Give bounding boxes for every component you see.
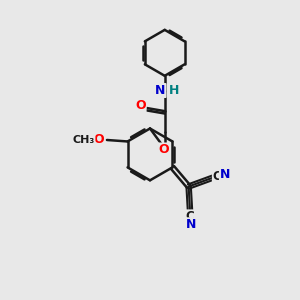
Text: N: N xyxy=(185,218,196,231)
Text: C: C xyxy=(213,170,222,183)
Text: C: C xyxy=(186,210,194,223)
Text: H: H xyxy=(169,84,179,97)
Text: N: N xyxy=(155,84,166,97)
Text: O: O xyxy=(93,134,104,146)
Text: O: O xyxy=(158,143,169,157)
Text: CH₃: CH₃ xyxy=(72,135,94,145)
Text: O: O xyxy=(135,99,146,112)
Text: N: N xyxy=(220,168,230,181)
